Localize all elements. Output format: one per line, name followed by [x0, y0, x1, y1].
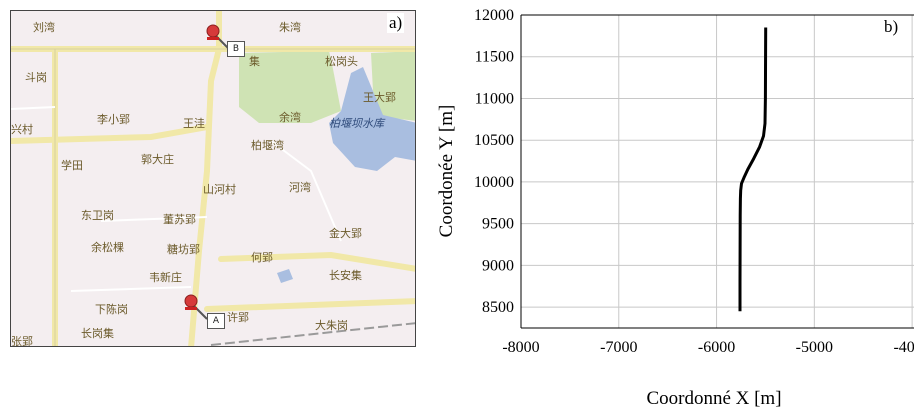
pin-a-icon: [184, 294, 208, 320]
road-mid: [11, 124, 210, 144]
park-area-east: [371, 51, 415, 121]
place-label: 长安集: [329, 269, 362, 282]
y-axis-label: Coordonée Y [m]: [436, 105, 457, 238]
place-label: 集: [249, 55, 260, 68]
panel-label-b: b): [884, 17, 898, 36]
place-label: 柏堰坝水库: [329, 117, 384, 130]
y-tick-label: 8500: [482, 299, 514, 316]
y-tick-label: 11500: [475, 49, 514, 66]
x-axis-label: Coordonné X [m]: [646, 388, 781, 409]
y-tick-label: 11000: [475, 90, 514, 107]
place-label: 李小郢: [97, 113, 130, 126]
place-label: 下陈岗: [95, 303, 128, 316]
plot-area: [521, 15, 914, 328]
y-tick-label: 9500: [482, 216, 514, 233]
place-label: 王大郢: [363, 91, 396, 104]
park-area: [239, 51, 341, 123]
place-label: 河湾: [289, 181, 311, 194]
road-southeast: [218, 251, 415, 272]
place-label: 许郢: [227, 311, 249, 324]
place-label: 余湾: [279, 111, 301, 124]
place-label: 松岗头: [325, 55, 358, 68]
place-label: 余松棵: [91, 241, 124, 254]
place-label: 韦新庄: [149, 271, 182, 284]
y-tick-label: 9000: [482, 257, 514, 274]
place-label: 何郢: [251, 251, 273, 264]
place-label: 柏堰湾: [251, 139, 284, 152]
axes: [520, 14, 914, 329]
y-tick-label: 12000: [474, 7, 514, 24]
railway: [210, 322, 415, 346]
reservoir: [329, 67, 415, 171]
place-label: 刘湾: [33, 21, 55, 34]
place-label: 董苏郢: [163, 213, 196, 226]
place-label: 糖坊郢: [167, 243, 200, 256]
x-tick-label: -6000: [698, 339, 735, 356]
panel-label-a: a): [387, 13, 405, 33]
tick-labels: -8000 -7000 -6000 -5000 -4000 8500 9000 9500 100…: [474, 7, 914, 356]
place-label: 郭大庄: [141, 153, 174, 166]
y-tick-label: 10000: [474, 174, 514, 191]
pond: [277, 269, 293, 283]
series-line: [738, 27, 768, 312]
y-tick-label: 10500: [474, 132, 514, 149]
x-tick-label: -4000: [893, 339, 914, 356]
map-panel: 刘湾 朱湾 斗岗 松岗头 王大郢 兴村 李小郢 王洼 余湾 柏堰坝水库 学田 郭…: [10, 10, 416, 347]
marker-a-label: A: [207, 313, 225, 329]
place-label: 朱湾: [279, 21, 301, 34]
map-background: [11, 11, 415, 346]
place-label: 长岗集: [81, 327, 114, 340]
place-label: 学田: [61, 159, 83, 172]
place-label: 东卫岗: [81, 209, 114, 222]
x-tick-label: -5000: [796, 339, 833, 356]
x-tick-label: -7000: [600, 339, 637, 356]
place-label: 斗岗: [25, 71, 47, 84]
road-south: [204, 298, 415, 312]
place-label: 大朱岗: [315, 319, 348, 332]
place-label: 山河村: [203, 183, 236, 196]
place-label: 金大郢: [329, 227, 362, 240]
x-tick-label: -8000: [502, 339, 539, 356]
place-label: 王洼: [183, 117, 205, 130]
place-label: 张郢: [11, 335, 33, 347]
place-label: 兴村: [11, 123, 33, 136]
marker-b-label: B: [227, 41, 245, 57]
pin-b-icon: [206, 24, 230, 50]
